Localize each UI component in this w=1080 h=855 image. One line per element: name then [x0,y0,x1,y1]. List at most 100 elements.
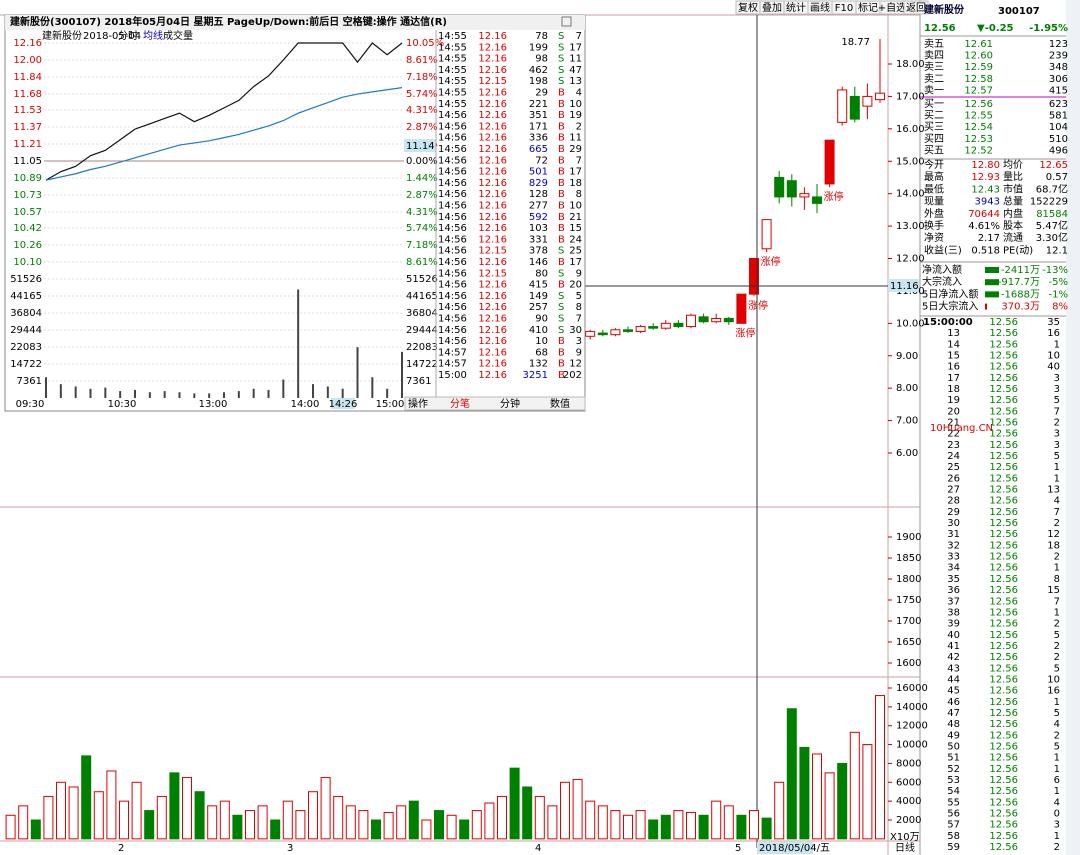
stat-value: 2.17 [978,233,1000,244]
toolbar-button-label[interactable]: 统计 [786,1,806,14]
pct-tick-label: 0.00% [406,156,438,167]
tick-volume: 4 [1054,797,1060,808]
tick-time: 35 [947,574,960,585]
time-highlight [331,398,355,409]
candle-body [837,89,848,123]
trade-volume: 415 [529,280,548,291]
trade-count: 17 [569,42,582,53]
trade-price: 12.15 [478,76,507,87]
trade-count: 20 [569,280,582,291]
popup-title: 建新股份(300107) 2018年05月04日 星期五 PageUp/Down… [9,15,447,28]
tick-time: 53 [947,775,960,786]
tick-time: 46 [947,697,960,708]
toolbar-button-label[interactable]: 返回 [906,2,926,14]
y-tick-label: 10.89 [13,173,42,184]
trade-side: S [558,291,564,302]
stat-value: 0.57 [1046,172,1068,183]
candle-body [799,193,810,198]
trade-side: S [558,42,564,53]
y-tick-label: 6000 [896,777,921,788]
toolbar-button-label[interactable]: 标记 [858,2,878,14]
volume-bar [585,800,596,840]
stat-label: 收益(三) [924,243,962,256]
tick-time: 56 [947,808,960,819]
flow-bar [985,303,987,310]
volume-bar [812,753,822,840]
volume-bar [257,805,268,840]
tick-volume: 2 [1054,730,1060,741]
trade-time: 14:56 [438,133,467,144]
trade-time: 14:56 [438,212,467,223]
tab[interactable]: 分钟 [500,397,520,410]
volume-bar [635,810,646,840]
tab[interactable]: 分笔 [450,397,470,410]
volume-bar [534,795,545,840]
stat-value: 4.61% [968,221,1000,232]
volume-bar [43,795,54,840]
trade-side: B [558,133,565,144]
volume-bar [207,805,218,840]
tick-time: 33 [947,552,960,563]
vol-tick-label: 14722 [406,359,438,370]
trade-time: 14:55 [438,88,467,99]
toolbar-button-label[interactable]: 复权 [738,1,758,14]
tick-time: 20 [947,406,960,417]
tick-price: 12.56 [989,518,1018,529]
stat-label: 股本 [1003,219,1023,232]
popup-header: 成交量 [163,29,193,42]
trade-count: 8 [576,302,582,313]
tick-price: 12.56 [989,362,1018,373]
book-price: 12.55 [964,111,993,122]
volume-bar [875,695,885,840]
y-tick-label: 18.00 [896,59,925,70]
tab[interactable]: 操作 [408,397,428,410]
y-tick-label: 15.00 [896,156,925,167]
trade-time: 14:56 [438,189,467,200]
toolbar-button-label[interactable]: 叠加 [762,2,782,14]
tick-time: 39 [947,619,960,630]
vol-tick-label: 22083 [10,342,42,353]
trade-count: 13 [569,76,582,87]
trade-time: 14:56 [438,291,467,302]
trade-price: 12.16 [478,110,507,121]
volume-bar [497,795,507,840]
tick-price: 12.56 [989,574,1018,585]
stat-label: 净资 [924,231,944,244]
stat-value: 0.518 [971,245,1000,256]
tick-time: 38 [947,607,960,618]
trade-side: S [558,246,564,257]
volume-bar [371,819,381,840]
trade-side: S [558,54,564,65]
tick-volume: 16 [1047,686,1060,697]
close-button[interactable] [561,16,572,27]
trade-side: B [558,347,565,358]
current-price-box [404,139,436,152]
stat-label: 市值 [1003,182,1023,195]
pct-tick-label: 1.44% [406,173,438,184]
trade-side: B [558,121,565,132]
trade-price: 12.16 [478,347,507,358]
candle-body [812,196,822,204]
toolbar-button-label[interactable]: 画线 [810,1,830,14]
limit-up-label: 涨停 [748,299,768,312]
tick-time: 17 [947,373,960,384]
pct-tick-label: 7.18% [406,240,438,251]
book-label: 买一 [924,98,944,110]
tab[interactable]: 数值 [550,397,570,410]
tick-price: 12.56 [989,831,1018,842]
toolbar-button-label[interactable]: +自选 [878,1,906,14]
volume-bar [333,795,344,840]
tick-time: 15 [947,351,960,362]
trade-volume: 3251 [523,370,548,381]
volume-bar [282,800,293,840]
volume-bar [182,777,192,840]
trade-count: 25 [569,246,582,257]
tick-time: 54 [947,786,960,797]
volume-bar [471,810,482,840]
toolbar-button-label[interactable]: F10 [835,3,853,14]
x-tick-label: 3 [287,843,293,854]
trade-volume: 221 [529,99,548,110]
change-pct: -1.95% [1029,23,1068,34]
toolbar-button[interactable] [903,0,929,15]
trade-count: 9 [576,347,582,358]
